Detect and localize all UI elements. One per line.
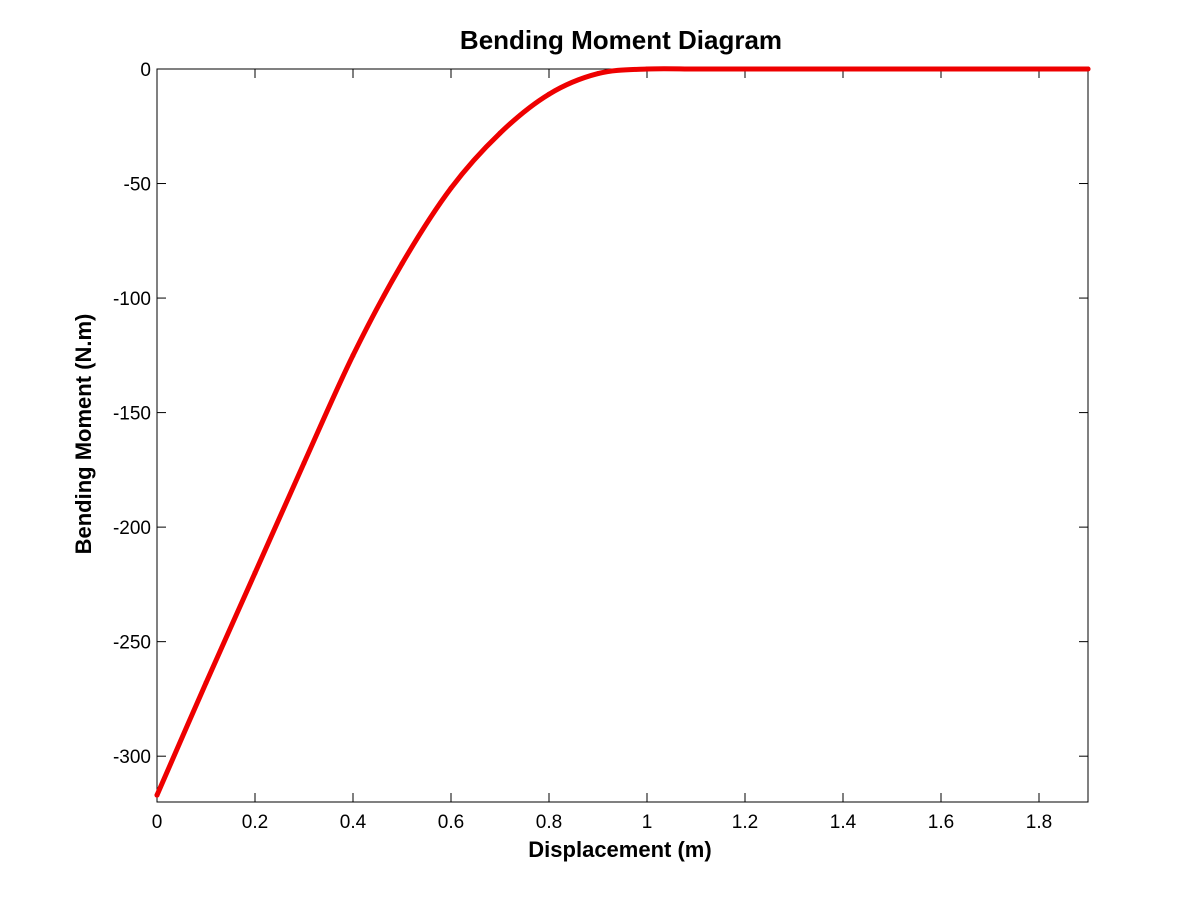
data-point bbox=[840, 66, 846, 72]
data-point bbox=[1036, 66, 1042, 72]
x-axis-label: Displacement (m) bbox=[528, 837, 711, 862]
data-point bbox=[889, 66, 895, 72]
data-point bbox=[987, 66, 993, 72]
x-tick-label: 0.2 bbox=[242, 812, 268, 833]
data-point bbox=[154, 792, 160, 798]
y-tick-label: -250 bbox=[113, 633, 151, 654]
y-tick-label: -100 bbox=[113, 289, 151, 310]
x-tick-label: 1 bbox=[642, 812, 653, 833]
data-point bbox=[644, 66, 650, 72]
data-point bbox=[546, 91, 552, 97]
x-tick-label: 0.4 bbox=[340, 812, 367, 833]
y-tick-label: -150 bbox=[113, 404, 151, 425]
x-tick-label: 1.6 bbox=[928, 812, 954, 833]
data-point bbox=[742, 66, 748, 72]
x-tick-label: 0.6 bbox=[438, 812, 464, 833]
data-point bbox=[595, 71, 601, 77]
data-point bbox=[693, 66, 699, 72]
data-point bbox=[497, 130, 503, 136]
data-point bbox=[252, 570, 258, 576]
series-line bbox=[154, 66, 1091, 798]
data-point bbox=[350, 352, 356, 358]
x-tick-label: 1.2 bbox=[732, 812, 758, 833]
data-point bbox=[1085, 66, 1091, 72]
axes-box bbox=[156, 68, 1089, 803]
chart-title: Bending Moment Diagram bbox=[460, 25, 782, 55]
y-axis-label: Bending Moment (N.m) bbox=[71, 314, 96, 555]
data-point bbox=[448, 185, 454, 191]
plot-area: 0 0.2 0.4 0.6 0.8 1 1.2 1.4 1.6 1.8 0 -50 -100 -150 -2… bbox=[113, 60, 1091, 833]
data-point bbox=[301, 460, 307, 466]
data-point bbox=[203, 680, 209, 686]
x-tick-label: 0 bbox=[152, 812, 163, 833]
data-point bbox=[791, 66, 797, 72]
y-tick-label: -200 bbox=[113, 518, 151, 539]
data-point bbox=[938, 66, 944, 72]
y-tick-label: -300 bbox=[113, 747, 151, 768]
data-point bbox=[399, 261, 405, 267]
y-tick-label: 0 bbox=[140, 60, 151, 81]
x-tick-label: 1.8 bbox=[1026, 812, 1052, 833]
x-tick-label: 1.4 bbox=[830, 812, 857, 833]
x-tick-label: 0.8 bbox=[536, 812, 562, 833]
y-tick-label: -50 bbox=[124, 175, 151, 196]
